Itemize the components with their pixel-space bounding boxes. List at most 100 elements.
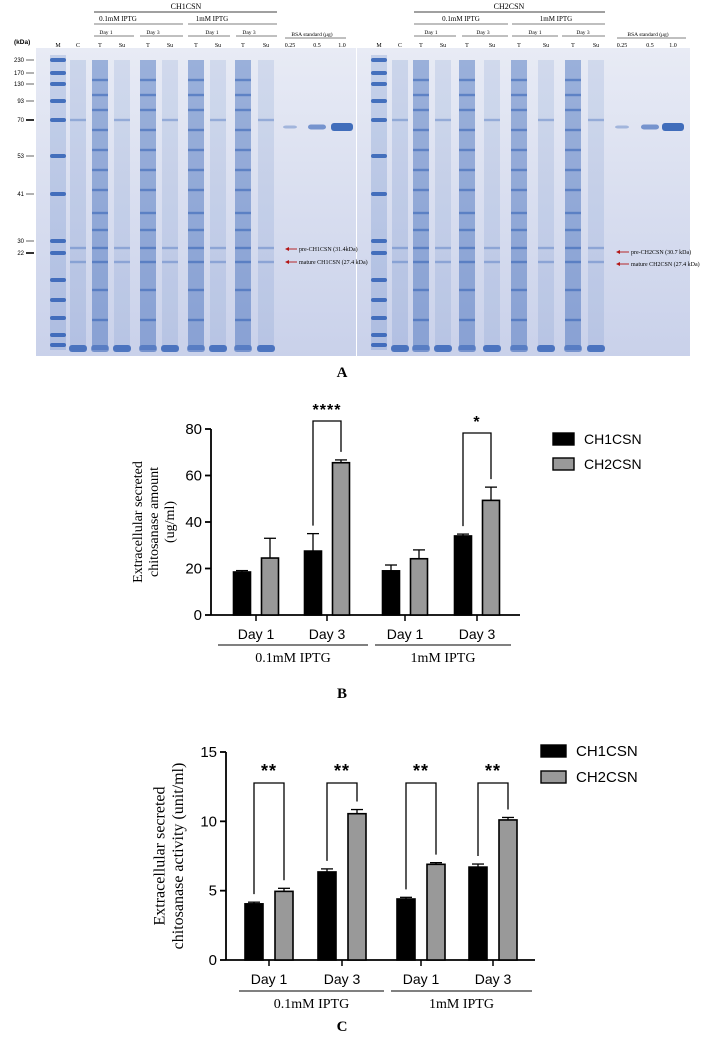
- gel-band: [459, 108, 475, 112]
- y-axis-label-line: Extracellular secreted: [131, 461, 146, 583]
- gel-band: [258, 118, 274, 122]
- panel-label-a: A: [337, 365, 348, 381]
- gel-band: [188, 246, 204, 250]
- gel-band: [538, 246, 554, 250]
- chart-b: 0 20 40 60 80 Extracellular secretedchitosana…: [131, 402, 642, 702]
- gel-band: [140, 148, 156, 152]
- gel-band: [588, 246, 604, 250]
- lane-label: T: [517, 43, 521, 49]
- legend-swatch: [552, 457, 575, 471]
- lane-label: C: [76, 43, 80, 49]
- gel-band: [50, 118, 66, 122]
- gel-lane-smear: [392, 60, 408, 350]
- gel-front-band: [537, 345, 555, 352]
- bsa-band: [308, 124, 326, 130]
- gel-band: [140, 93, 156, 97]
- gel-band: [588, 118, 604, 122]
- gel-band: [371, 118, 387, 122]
- gel-front-band: [483, 345, 501, 352]
- gel-front-band: [510, 345, 528, 352]
- gel-lane-smear: [511, 60, 527, 350]
- gel-band: [188, 168, 204, 172]
- gel-lane-smear: [92, 60, 108, 350]
- gel-front-band: [139, 345, 157, 352]
- bsa-lane-label: 1.0: [338, 43, 346, 49]
- gel-band: [459, 211, 475, 215]
- gel-band: [50, 71, 66, 75]
- gel-band: [140, 228, 156, 232]
- iptg-right-1: 0.1mM IPTG: [442, 15, 480, 23]
- lane-label: T: [419, 43, 423, 49]
- bsa-band: [283, 125, 297, 129]
- gel-band: [50, 192, 66, 196]
- gel-band: [140, 108, 156, 112]
- gel-band: [188, 318, 204, 322]
- gel-band: [371, 58, 387, 62]
- gel-band: [565, 260, 581, 264]
- x-tick-label: Day 1: [238, 626, 275, 642]
- gel-band: [371, 278, 387, 282]
- iptg-left-1: 0.1mM IPTG: [99, 15, 137, 23]
- gel-band: [92, 108, 108, 112]
- bsa-band: [615, 125, 629, 129]
- bar: [331, 461, 351, 616]
- gel-band: [371, 251, 387, 255]
- group-label: 1mM IPTG: [411, 651, 476, 666]
- label-mature-right: mature CH2CSN (27.4 kDa): [631, 261, 700, 268]
- gel-band: [413, 93, 429, 97]
- gel-front-band: [434, 345, 452, 352]
- lane-label: Su: [543, 43, 549, 49]
- gel-band: [235, 108, 251, 112]
- legend-label: CH1CSN: [576, 743, 638, 760]
- gel-band: [140, 260, 156, 264]
- bsa-label-left: BSA standard (μg): [291, 31, 332, 38]
- legend-label: CH1CSN: [584, 431, 642, 447]
- gel-band: [50, 343, 66, 347]
- lane-label: T: [98, 43, 102, 49]
- gel-band: [140, 211, 156, 215]
- significance-bracket: [253, 782, 285, 895]
- gel-band: [210, 246, 226, 250]
- gel-lane-smear: [162, 60, 178, 350]
- gel-front-band: [187, 345, 205, 352]
- chart-c: 0 5 10 15 Extracellular secretedchitosanase …: [151, 743, 638, 1035]
- gel-band: [258, 260, 274, 264]
- y-tick-label: 10: [200, 813, 217, 830]
- gel-band: [92, 78, 108, 82]
- gel-band: [392, 246, 408, 250]
- ladder-tick-label: 93: [17, 99, 24, 105]
- bar: [498, 819, 518, 961]
- gel-band: [565, 78, 581, 82]
- gel-band: [565, 93, 581, 97]
- significance-bracket: [326, 782, 358, 861]
- gel-band: [235, 260, 251, 264]
- y-axis-label-line: chitosanase activity (unit/ml): [170, 763, 187, 950]
- significance-bracket: [312, 420, 342, 526]
- panel-label-b: B: [337, 686, 347, 702]
- day-label: Day 3: [476, 30, 490, 36]
- label-pre-left: pre-CH1CSN (31.4kDa): [299, 246, 358, 253]
- gel-band: [511, 318, 527, 322]
- ladder-tick-label: 53: [17, 154, 24, 160]
- gel-band: [140, 288, 156, 292]
- bsa-lane-label: 0.5: [646, 43, 654, 49]
- gel-band: [413, 188, 429, 192]
- gel-band: [413, 288, 429, 292]
- gel-band: [413, 78, 429, 82]
- x-tick-label: Day 3: [475, 971, 512, 987]
- gel-band: [70, 260, 86, 264]
- gel-band: [484, 118, 500, 122]
- gel-band: [565, 108, 581, 112]
- bsa-lane-label: 0.25: [285, 43, 296, 49]
- gel-band: [371, 71, 387, 75]
- gel-band: [92, 211, 108, 215]
- gel-band: [188, 188, 204, 192]
- lane-label: C: [398, 43, 402, 49]
- bsa-band: [641, 124, 659, 130]
- gel-band: [459, 78, 475, 82]
- x-tick-label: Day 3: [309, 626, 346, 642]
- gel-band: [459, 288, 475, 292]
- y-tick-label: 0: [194, 607, 202, 624]
- arrow-pre-left: [285, 247, 297, 251]
- gel-band: [435, 118, 451, 122]
